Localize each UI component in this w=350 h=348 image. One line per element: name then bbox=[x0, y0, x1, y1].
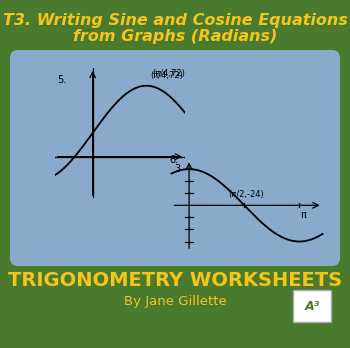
Text: π: π bbox=[301, 210, 307, 220]
Text: (π/2,-24): (π/2,-24) bbox=[228, 190, 264, 199]
Text: By Jane Gillette: By Jane Gillette bbox=[124, 295, 226, 308]
Text: A³: A³ bbox=[304, 300, 320, 313]
Text: T3. Writing Sine and Cosine Equations: T3. Writing Sine and Cosine Equations bbox=[3, 13, 347, 27]
Text: TRIGONOMETRY WORKSHEETS: TRIGONOMETRY WORKSHEETS bbox=[8, 270, 342, 290]
Bar bbox=[293, 290, 331, 322]
Text: from Graphs (Radians): from Graphs (Radians) bbox=[73, 29, 277, 44]
FancyBboxPatch shape bbox=[10, 50, 340, 266]
Text: 3: 3 bbox=[174, 164, 180, 174]
Text: (π/4,72): (π/4,72) bbox=[152, 69, 185, 78]
Text: 6.: 6. bbox=[170, 155, 179, 165]
Text: (π/4,72): (π/4,72) bbox=[150, 71, 183, 80]
Text: 5.: 5. bbox=[57, 75, 66, 85]
